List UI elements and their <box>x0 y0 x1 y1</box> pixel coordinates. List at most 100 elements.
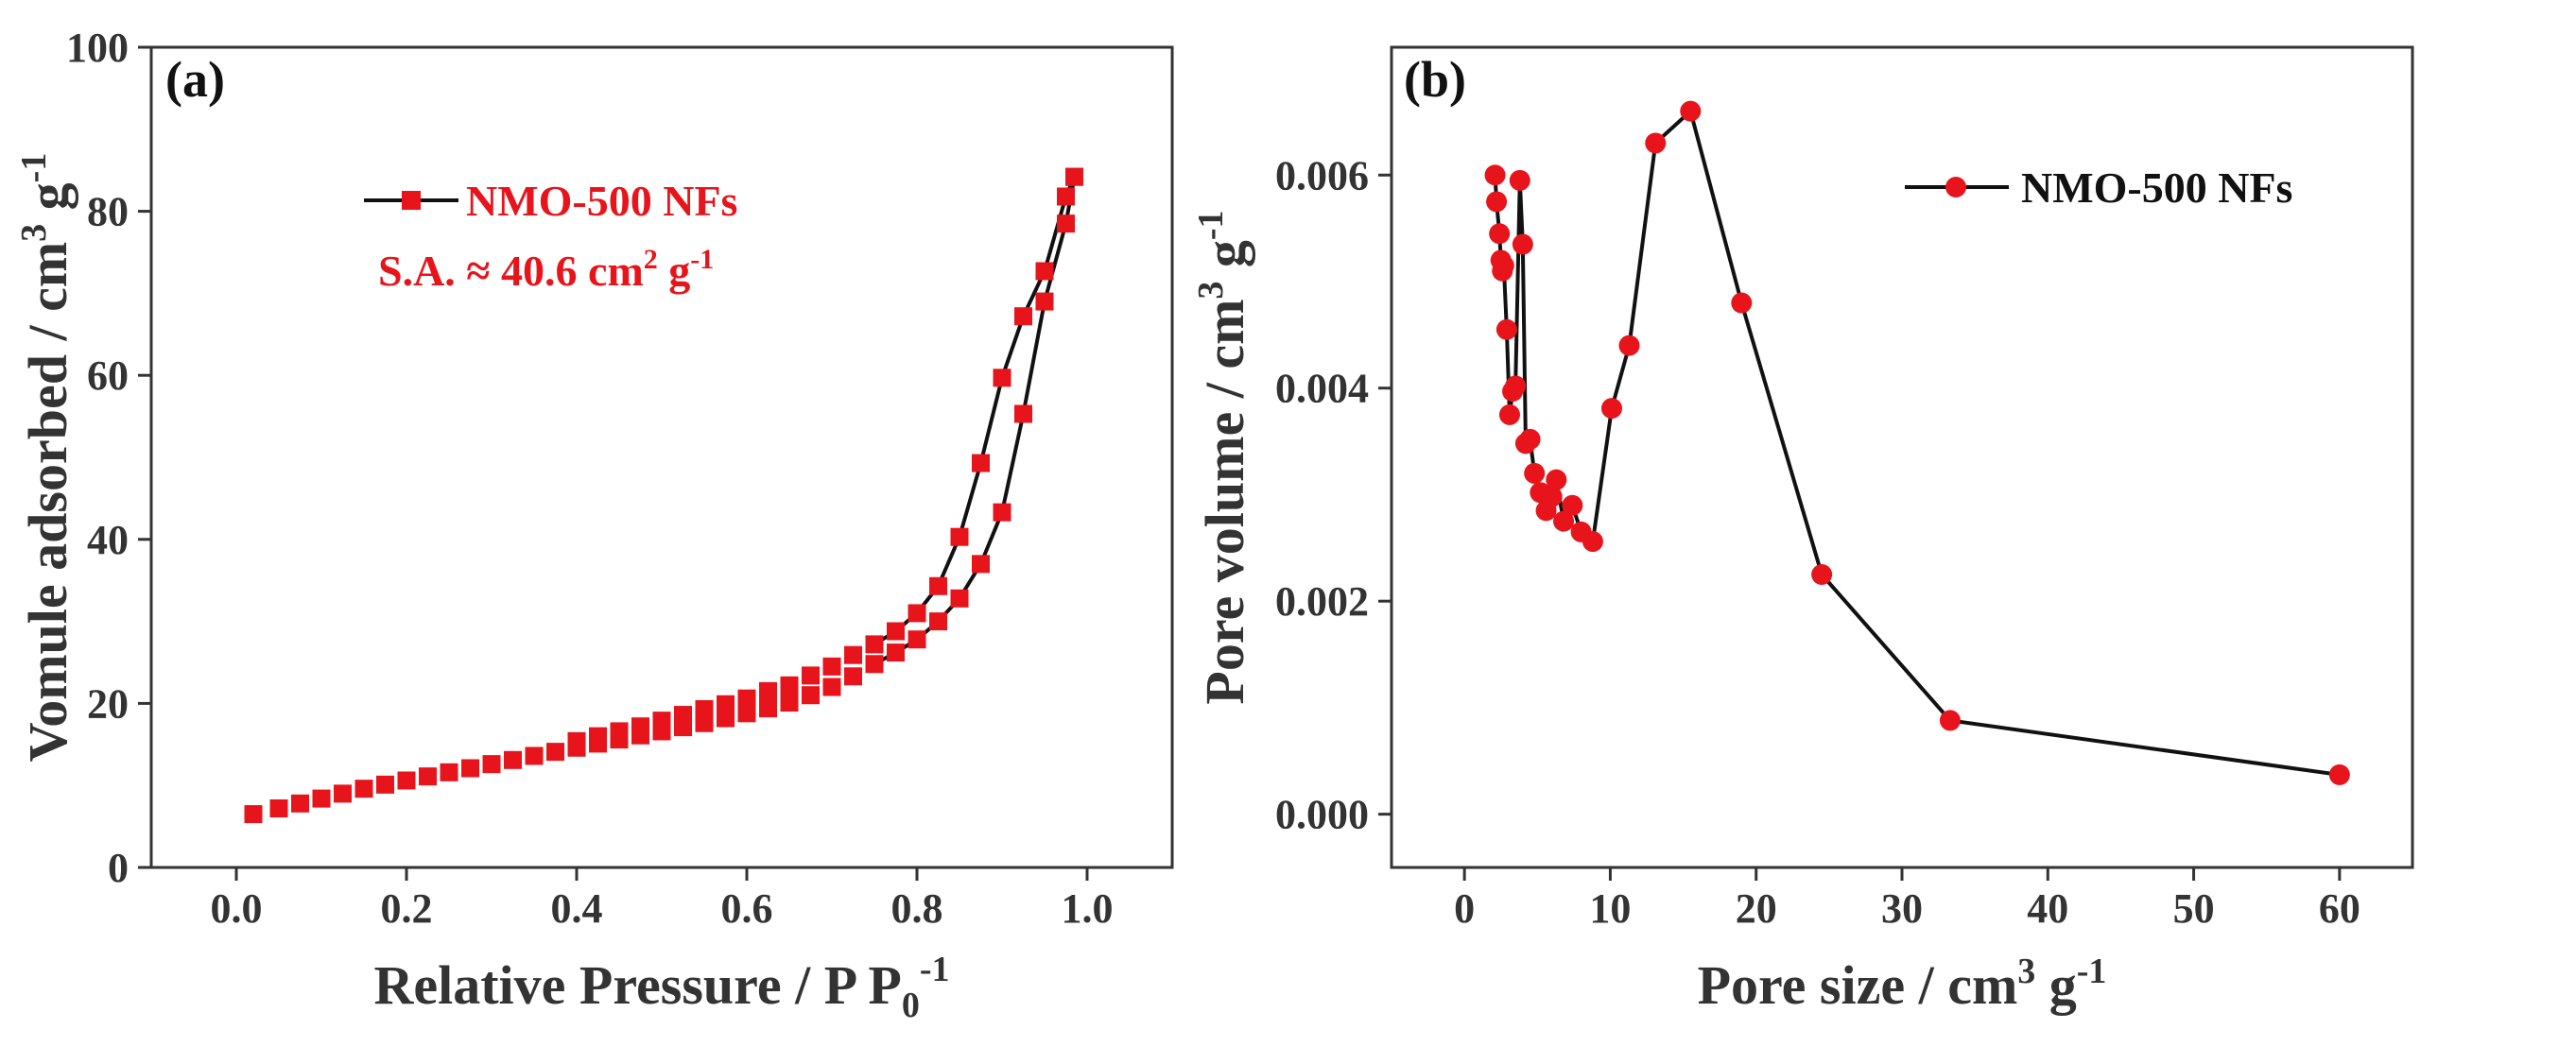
adsorption-point <box>695 713 714 732</box>
panel-b-pore-size-chart: 0 10 20 30 40 50 60 0.000 0.002 0.004 0.006 (b) NM… <box>1191 45 2414 1016</box>
b-y-tick-label: 0.004 <box>1275 366 1369 412</box>
b-y-tick-label: 0.002 <box>1275 578 1369 625</box>
pore-volume-point <box>1489 223 1511 245</box>
adsorption-point <box>525 747 544 765</box>
panel-b-xlabel: Pore size / cm <box>1698 954 2018 1016</box>
panel-a-markers <box>244 167 1083 824</box>
adsorption-point <box>440 763 458 781</box>
panel-a-y-axis-title: Vomule adsorbed / cm3 g-1 <box>14 153 78 763</box>
desorption-point <box>674 706 692 725</box>
pore-volume-point <box>1618 335 1640 356</box>
b-x-tick-label: 20 <box>1736 885 1777 932</box>
adsorption-point <box>461 759 479 778</box>
pore-volume-point <box>1562 494 1583 516</box>
adsorption-point <box>780 694 799 712</box>
b-x-tick-label: 60 <box>2319 885 2360 932</box>
desorption-point <box>972 454 990 472</box>
adsorption-point <box>887 644 905 662</box>
a-y-tick-label: 60 <box>87 352 129 399</box>
panel-a-legend: NMO-500 NFs <box>364 177 737 225</box>
pore-volume-point <box>1524 462 1546 484</box>
adsorption-point <box>929 612 947 631</box>
adsorption-point <box>504 750 522 769</box>
desorption-point <box>929 576 947 595</box>
panel-b-x-axis-title: Pore size / cm3 g-1 <box>1698 952 2107 1016</box>
pore-volume-point <box>1645 132 1667 154</box>
panel-a-ylabel-sup2: -1 <box>14 153 54 183</box>
adsorption-point <box>291 794 309 813</box>
panel-a-legend-marker <box>402 191 421 210</box>
panel-a-tick-labels: 0.0 0.2 0.4 0.6 0.8 1.0 0 20 40 60 80 100 <box>66 25 1114 932</box>
a-x-tick-label: 1.0 <box>1062 885 1114 932</box>
panel-b-markers <box>1484 100 2350 785</box>
panel-a-ylabel: Vomule adsorbed / cm <box>17 242 78 763</box>
panel-a-ylabel-mid: g <box>17 182 78 224</box>
panel-a-ylabel-sup1: 3 <box>14 224 54 242</box>
desorption-point <box>717 695 735 713</box>
adsorption-point <box>822 678 841 696</box>
panel-a-xlabel: Relative Pressure / P P <box>373 954 901 1016</box>
panel-b-ylabel-sup1: 3 <box>1191 282 1231 300</box>
adsorption-point <box>802 686 820 705</box>
adsorption-point <box>244 805 263 824</box>
panel-a-xlabel-sup: -1 <box>920 950 950 989</box>
adsorption-point <box>972 555 990 574</box>
panel-a-series-lines <box>873 176 1077 666</box>
a-y-tick-label: 40 <box>87 517 129 563</box>
desorption-point <box>1057 187 1075 206</box>
desorption-point <box>950 527 969 546</box>
panel-a-annotation-sup1: 2 <box>644 244 658 275</box>
adsorption-point <box>865 655 884 674</box>
b-y-tick-label: 0.006 <box>1275 152 1369 198</box>
pore-volume-point <box>1600 398 1622 420</box>
adsorption-point <box>269 799 288 818</box>
desorption-point <box>887 622 905 641</box>
panel-a-plot-frame <box>149 45 1174 869</box>
desorption-point <box>822 657 841 676</box>
pore-volume-point <box>1493 255 1514 277</box>
adsorption-point <box>759 699 777 718</box>
panel-b-ticks <box>1378 173 2342 881</box>
adsorption-branch-line <box>873 176 1077 666</box>
pore-volume-point <box>1495 318 1517 340</box>
pore-volume-point <box>1505 375 1527 397</box>
desorption-point <box>993 369 1011 387</box>
adsorption-point <box>844 667 862 686</box>
a-y-tick-label: 20 <box>87 680 129 727</box>
a-x-tick-label: 0.8 <box>891 885 943 932</box>
panel-a-annotation-mid: g <box>658 247 691 295</box>
panel-a-legend-label: NMO-500 NFs <box>466 177 737 225</box>
adsorption-point <box>397 771 416 790</box>
adsorption-point <box>1014 404 1032 423</box>
adsorption-point <box>737 704 756 723</box>
desorption-point <box>1065 167 1083 186</box>
b-x-tick-label: 0 <box>1454 885 1475 932</box>
b-x-tick-label: 10 <box>1589 885 1631 932</box>
adsorption-point <box>312 789 331 808</box>
desorption-point <box>610 722 629 741</box>
a-x-tick-label: 0.6 <box>721 885 773 932</box>
desorption-point <box>780 676 799 695</box>
desorption-point <box>695 699 714 718</box>
pore-volume-point <box>1731 292 1753 314</box>
panel-a-ticks <box>138 45 1089 881</box>
pore-volume-point <box>1939 710 1961 731</box>
desorption-point <box>631 717 649 736</box>
pore-volume-point <box>1512 233 1533 255</box>
b-x-tick-label: 50 <box>2173 885 2215 932</box>
adsorption-point <box>993 503 1011 522</box>
b-x-tick-label: 30 <box>1881 885 1923 932</box>
pore-volume-point <box>2328 764 2350 785</box>
adsorption-point <box>1035 292 1054 311</box>
desorption-point <box>1014 307 1032 326</box>
desorption-point <box>865 635 884 654</box>
adsorption-point <box>908 630 926 649</box>
adsorption-point <box>1057 215 1075 233</box>
panel-a-x-axis-title: Relative Pressure / P P0-1 <box>373 950 949 1025</box>
desorption-point <box>844 645 862 664</box>
panel-b-xlabel-sup2: -1 <box>2077 952 2107 991</box>
a-x-tick-label: 0.0 <box>211 885 263 932</box>
panel-b-xlabel-mid: g <box>2035 954 2077 1016</box>
desorption-point <box>652 712 671 730</box>
